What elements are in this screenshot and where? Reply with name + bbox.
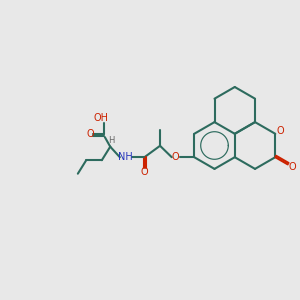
Text: H: H — [109, 136, 115, 145]
Text: O: O — [86, 129, 94, 139]
Text: O: O — [141, 167, 148, 177]
Text: NH: NH — [118, 152, 133, 162]
Text: O: O — [277, 126, 284, 136]
Text: O: O — [172, 152, 179, 162]
Text: OH: OH — [93, 112, 108, 123]
Text: O: O — [288, 162, 296, 172]
